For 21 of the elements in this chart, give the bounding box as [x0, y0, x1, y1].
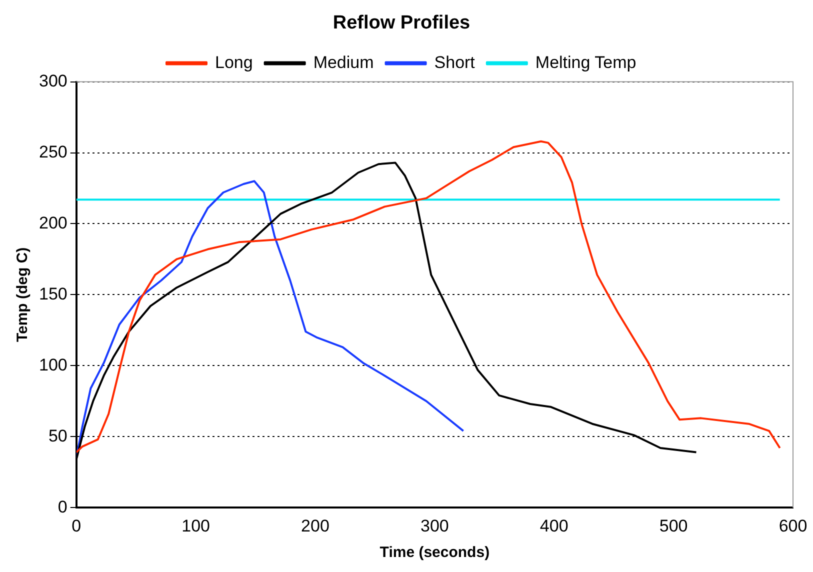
legend-label: Short: [434, 52, 476, 72]
x-tick-label: 0: [72, 516, 82, 536]
x-tick-label: 500: [659, 516, 688, 536]
y-tick-label: 200: [38, 213, 68, 232]
legend-label: Long: [214, 52, 253, 72]
chart-title: Reflow Profiles: [332, 12, 470, 34]
y-tick-label: 250: [38, 142, 68, 162]
legend-label: Melting Temp: [535, 52, 636, 72]
y-axis-title: Temp (deg C): [14, 247, 32, 342]
y-tick-label: 100: [38, 355, 68, 374]
x-axis-title: Time (seconds): [380, 544, 490, 562]
x-tick-label: 400: [540, 516, 568, 536]
y-tick-label: 300: [38, 71, 68, 90]
x-tick-label: 300: [420, 516, 449, 536]
x-tick-label: 100: [182, 516, 210, 536]
y-tick-label: 0: [58, 497, 68, 516]
x-tick-label: 600: [778, 516, 808, 536]
legend-label: Medium: [313, 52, 374, 72]
x-tick-label: 200: [301, 516, 330, 536]
y-tick-label: 150: [38, 284, 68, 304]
y-tick-label: 50: [48, 426, 68, 446]
